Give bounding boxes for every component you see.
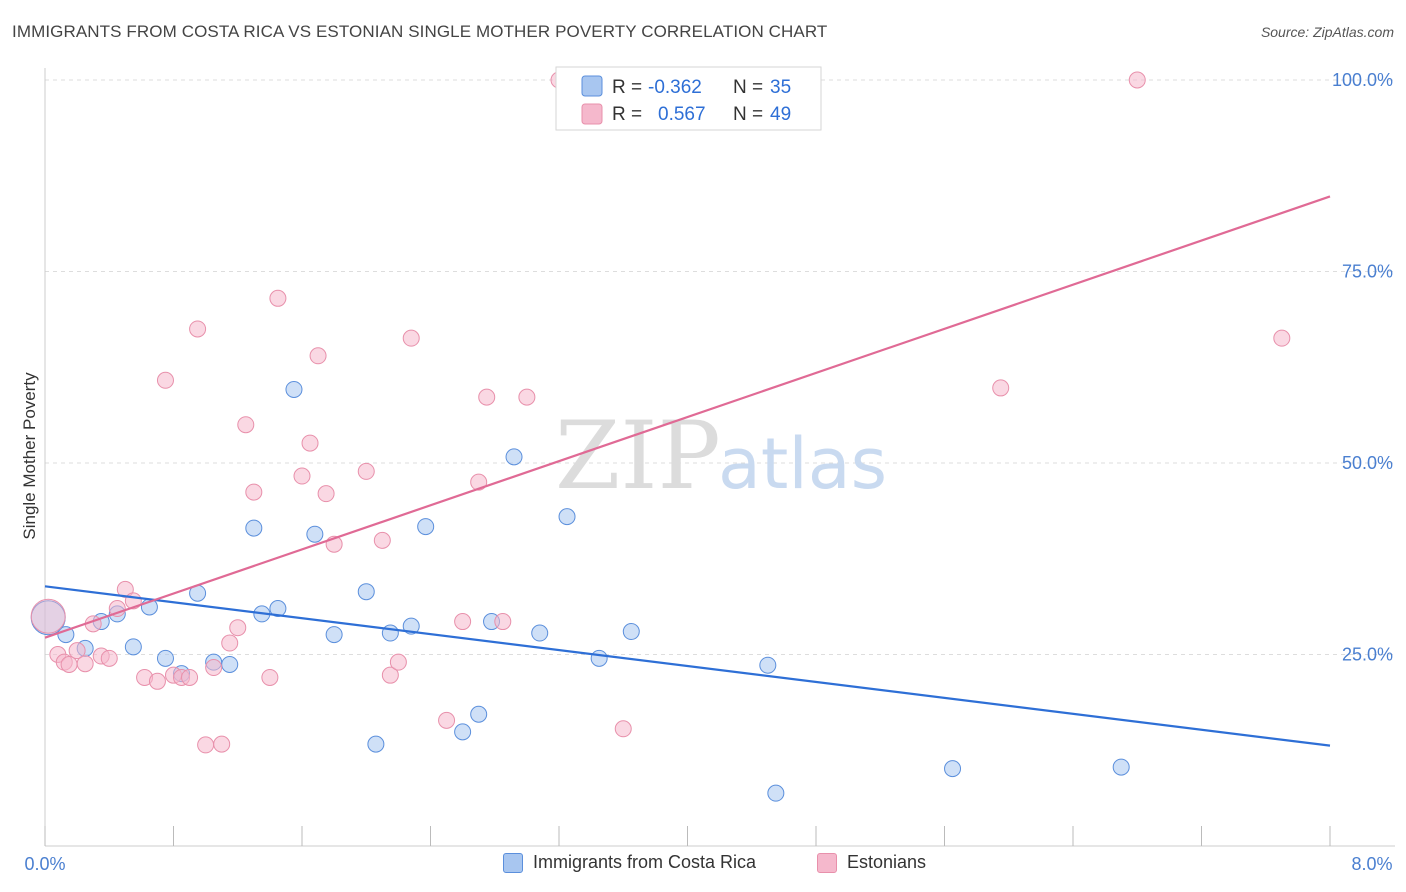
legend-swatch-blue (503, 852, 523, 873)
data-point-costa-rica (57, 626, 75, 644)
data-point-estonians (301, 434, 319, 452)
data-point-estonians (197, 736, 215, 754)
data-point-costa-rica (505, 448, 523, 466)
data-point-estonians (992, 379, 1010, 397)
watermark: ZIP atlas (555, 402, 887, 511)
data-point-estonians (317, 485, 335, 503)
data-point-costa-rica (558, 508, 576, 526)
data-point-estonians (381, 666, 399, 684)
legend-item-estonians[interactable]: Estonians (817, 852, 926, 873)
y-tick-label: 75.0% (1342, 262, 1393, 282)
stats-legend-r-label: R = (612, 77, 642, 98)
data-point-estonians (518, 388, 536, 406)
data-point-estonians (1128, 71, 1146, 89)
data-point-costa-rica (306, 525, 324, 543)
stats-legend: R = -0.362 N = 35 R = 0.567 N = 49 (555, 66, 822, 131)
data-point-estonians (269, 289, 287, 307)
legend: Immigrants from Costa Rica Estonians (0, 852, 1406, 878)
data-point-costa-rica (454, 723, 472, 741)
data-point-estonians (357, 462, 375, 480)
data-point-costa-rica (367, 735, 385, 753)
data-point-estonians (293, 467, 311, 485)
data-point-costa-rica (245, 519, 263, 537)
data-point-estonians (100, 649, 118, 667)
chart-title: IMMIGRANTS FROM COSTA RICA VS ESTONIAN S… (12, 22, 828, 41)
data-point-costa-rica (590, 649, 608, 667)
axis-layer: 25.0% 50.0% 75.0% 100.0% 0.0% 8.0% (24, 68, 1395, 874)
data-point-estonians (373, 531, 391, 549)
data-point-estonians (245, 483, 263, 501)
data-point-estonians (309, 347, 327, 365)
stats-legend-n-label: N = (733, 104, 763, 125)
data-point-estonians (148, 672, 166, 690)
source-label: Source: ZipAtlas.com (1260, 24, 1394, 40)
y-axis-label-group: Single Mother Poverty (20, 372, 39, 540)
data-point-estonians (60, 655, 78, 673)
data-point-estonians (30, 598, 66, 634)
data-point-costa-rica (156, 649, 174, 667)
data-point-estonians (189, 320, 207, 338)
data-point-estonians (614, 720, 632, 738)
data-point-estonians (221, 634, 239, 652)
x-tick-label: 8.0% (1351, 854, 1392, 874)
legend-item-costa-rica[interactable]: Immigrants from Costa Rica (503, 852, 756, 873)
stats-legend-swatch-blue (581, 75, 603, 97)
data-point-costa-rica (124, 638, 142, 656)
data-point-costa-rica (285, 380, 303, 398)
data-point-estonians (438, 711, 456, 729)
data-point-estonians (181, 668, 199, 686)
data-point-costa-rica (325, 626, 343, 644)
legend-label: Estonians (847, 852, 927, 872)
data-point-estonians (478, 388, 496, 406)
y-tick-label: 100.0% (1332, 70, 1393, 90)
trend-line-costa-rica (44, 585, 1331, 747)
stats-legend-n-value: 49 (770, 104, 791, 125)
data-point-estonians (205, 659, 223, 677)
data-point-estonians (156, 371, 174, 389)
data-point-estonians (494, 613, 512, 631)
data-point-costa-rica (531, 624, 549, 642)
watermark-zip: ZIP (555, 402, 721, 511)
legend-label: Immigrants from Costa Rica (533, 852, 757, 872)
data-point-costa-rica (759, 656, 777, 674)
stats-legend-r-label: R = (612, 104, 642, 125)
stats-legend-n-label: N = (733, 77, 763, 98)
trend-line-estonians (44, 195, 1331, 639)
watermark-atlas: atlas (718, 423, 887, 505)
data-point-estonians (237, 416, 255, 434)
x-tick-label: 0.0% (24, 854, 65, 874)
data-point-costa-rica (944, 760, 962, 778)
data-point-costa-rica (221, 655, 239, 673)
data-point-costa-rica (470, 705, 488, 723)
data-point-estonians (454, 613, 472, 631)
data-point-estonians (213, 735, 231, 753)
stats-legend-r-value: 0.567 (658, 104, 706, 125)
stats-legend-r-value: -0.362 (648, 77, 702, 98)
data-point-costa-rica (269, 600, 287, 618)
trend-layer (44, 195, 1331, 747)
points-layer (30, 71, 1291, 802)
data-point-costa-rica (357, 583, 375, 601)
data-point-estonians (68, 642, 86, 660)
data-point-costa-rica (767, 784, 785, 802)
data-point-estonians (470, 473, 488, 491)
data-point-costa-rica (417, 518, 435, 536)
data-point-estonians (389, 653, 407, 671)
data-point-costa-rica (1112, 758, 1130, 776)
y-tick-label: 50.0% (1342, 453, 1393, 473)
stats-legend-swatch-pink (581, 103, 603, 125)
y-tick-label: 25.0% (1342, 645, 1393, 665)
data-point-costa-rica (622, 623, 640, 641)
stats-legend-n-value: 35 (770, 77, 791, 98)
legend-swatch-pink (817, 852, 837, 873)
data-point-estonians (261, 668, 279, 686)
data-point-estonians (76, 655, 94, 673)
y-axis-title: Single Mother Poverty (20, 372, 39, 540)
data-point-estonians (402, 329, 420, 347)
data-point-estonians (1273, 329, 1291, 347)
data-point-estonians (229, 619, 247, 637)
